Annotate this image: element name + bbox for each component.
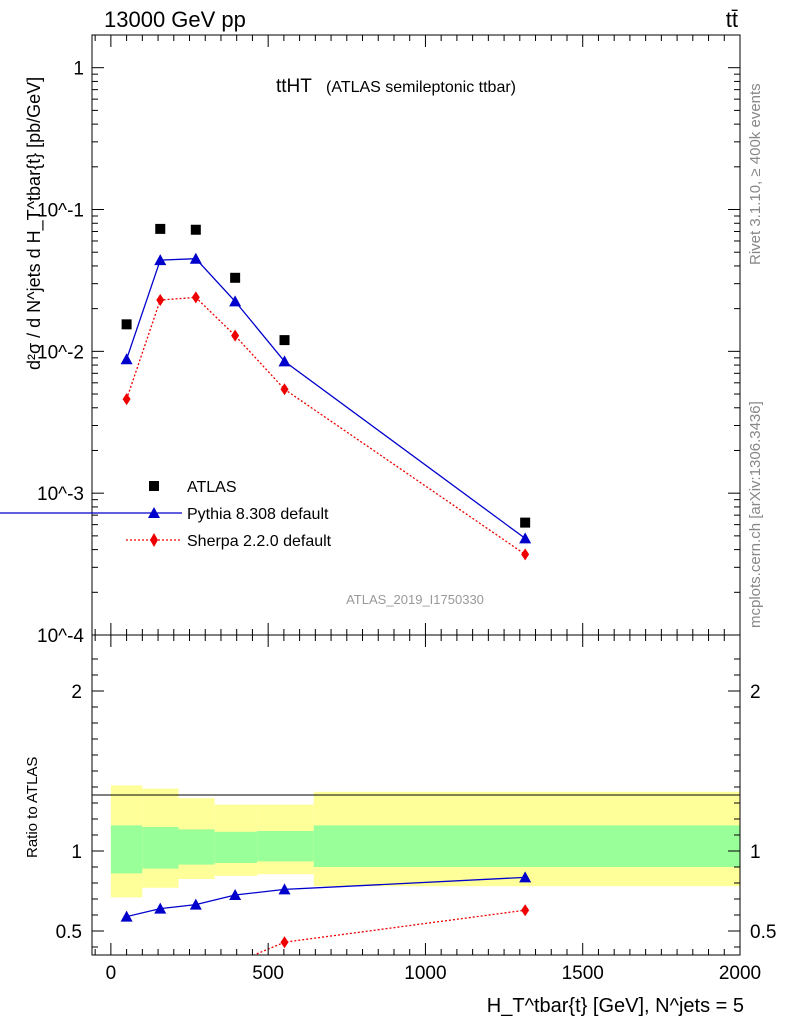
sherpa-point [191,291,200,304]
ylabel-main: d²σ / d N^jets d H_T^tbar{t} [pb/GeV] [24,77,45,370]
y-tick-label-right: 2 [750,682,761,703]
y-tick-label: 10^-3 [37,484,84,505]
x-tick-label: 500 [252,963,284,984]
ylabel-ratio: Ratio to ATLAS [24,757,41,858]
ratio-ticks: 0 500 1000 1500 2000 0.5 0.5 1 1 2 2 [56,635,776,984]
ratio-series-layer [120,871,532,955]
sherpa-line [125,296,526,555]
mcplots-label: mcplots.cern.ch [arXiv:1306.3436] [747,401,764,628]
ratio-series-clipped [120,871,532,955]
pythia-ratio-point [189,898,202,910]
pythia-point [519,532,532,544]
ratio-bands [110,785,740,898]
uncertainty-band-inner [313,825,740,867]
x-tick-label: 2000 [719,963,761,984]
pythia-ratio-point [229,889,242,900]
sherpa-point [231,329,240,342]
legend-sherpa-label: Sherpa 2.2.0 default [187,533,332,550]
y-tick-label: 10^-4 [37,626,84,647]
y-tick-label: 2 [71,682,82,703]
atlas-point [190,224,201,235]
y-tick-label-right: 0.5 [750,922,776,943]
pythia-ratio-point [154,902,167,914]
atlas-point [279,335,290,346]
watermark: ATLAS_2019_I1750330 [346,592,484,607]
atlas-point [121,319,132,330]
atlas-point [520,517,531,528]
pythia-point [154,254,167,266]
sherpa-ratio-point [280,936,289,949]
pythia-ratio-line [126,876,526,918]
y-tick-label: 1 [71,842,82,863]
uncertainty-band-inner [178,829,215,865]
y-tick-label: 1 [73,59,84,80]
sherpa-point [521,548,530,561]
pythia-ratio-point [519,871,532,883]
pythia-point [189,252,202,264]
xlabel: H_T^tbar{t} [GeV], N^jets = 5 [487,995,744,1017]
x-tick-label: 1500 [562,963,604,984]
plot-title-detail: (ATLAS semileptonic ttbar) [326,79,516,96]
uncertainty-band-inner [142,827,179,869]
sherpa-point [156,294,165,307]
y-tick-label: 10^-1 [37,201,84,222]
main-y-ticks: 10^-4 10^-3 10^-2 10^-1 1 [37,59,740,647]
y-tick-label: 0.5 [56,922,82,943]
uncertainty-band-inner [214,831,258,863]
main-series-layer [120,223,532,561]
header-right: tt̄ [726,7,738,32]
plot-title: ttHT [276,76,312,97]
pythia-line [125,258,526,539]
legend-pythia-marker [148,507,160,518]
rivet-label: Rivet 3.1.10, ≥ 400k events [747,83,764,265]
main-x-ticks [94,35,741,635]
uncertainty-band-inner [257,831,314,862]
atlas-point [230,272,241,283]
pythia-point [120,353,133,365]
pythia-ratio-point [278,883,291,895]
legend-sherpa-marker [150,533,158,547]
y-tick-label-right: 1 [750,842,761,863]
legend: ATLAS Pythia 8.308 default Sherpa 2.2.0 … [0,479,332,550]
sherpa-ratio-point [521,904,530,917]
legend-pythia-label: Pythia 8.308 default [187,506,329,523]
pythia-point [229,295,242,307]
uncertainty-band-inner [110,825,143,874]
y-tick-label: 10^-2 [37,342,84,363]
main-panel: 10^-4 10^-3 10^-2 10^-1 1 ttHT (ATLAS semile… [0,34,741,647]
header-left: 13000 GeV pp [104,7,246,32]
sherpa-point [280,383,289,396]
ratio-frame [91,634,741,956]
pythia-point [278,355,291,367]
ratio-panel: 0 500 1000 1500 2000 0.5 0.5 1 1 2 2 [56,634,776,984]
pythia-ratio-point [120,910,133,922]
atlas-point [155,223,166,234]
x-tick-label: 1000 [404,963,446,984]
sherpa-point [122,393,131,406]
legend-data-label: ATLAS [187,479,237,496]
x-tick-label: 0 [106,963,117,984]
legend-data-marker [149,481,159,491]
